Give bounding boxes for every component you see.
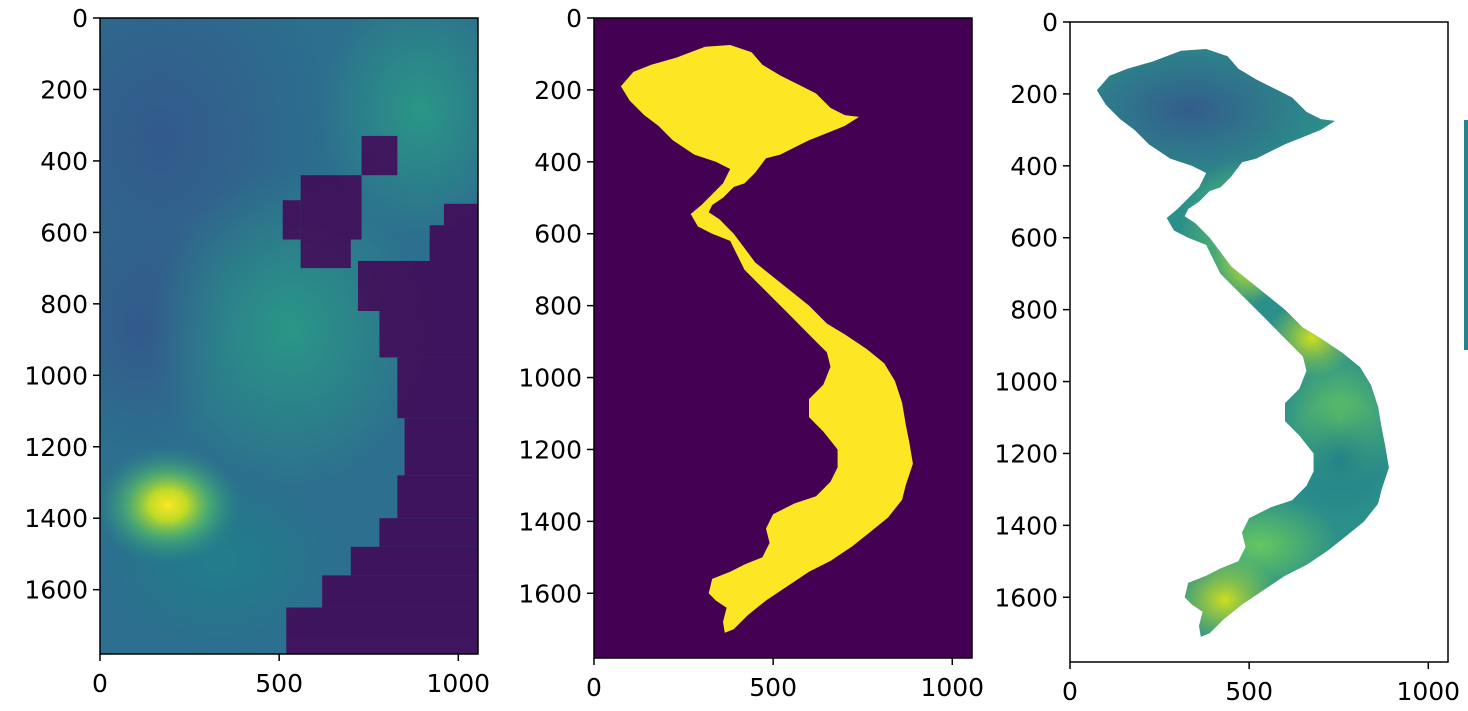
- x-tick-label: 1000: [920, 673, 984, 702]
- panel-3-masked-field: 0 500 1000 0 200 400 600 800 1000 1200 1400 1600: [994, 8, 1460, 706]
- y-tick-label: 200: [534, 76, 582, 105]
- y-tick-label: 800: [40, 290, 88, 319]
- y-tick-label: 800: [1010, 296, 1058, 325]
- y-tick-label: 0: [72, 4, 88, 33]
- masked-cell: [322, 575, 478, 608]
- x-tick-label: 0: [92, 669, 108, 698]
- panel-3-frame: [1069, 21, 1449, 663]
- masked-cell: [300, 239, 351, 269]
- y-tick-label: 1000: [518, 364, 582, 393]
- x-tick-label: 0: [1062, 677, 1078, 706]
- x-tick-label: 500: [1225, 677, 1273, 706]
- panel-2-frame: [593, 17, 973, 659]
- y-tick-label: 200: [1010, 80, 1058, 109]
- masked-cell: [404, 418, 478, 476]
- country-mask-shape: [620, 45, 913, 633]
- y-tick-label: 1200: [518, 435, 582, 464]
- y-tick-label: 600: [40, 218, 88, 247]
- panel-1-heatmap: 0 500 1000 0 200 400 600 800 1000 1200 1400 1600: [24, 4, 490, 698]
- x-tick-label: 500: [749, 673, 797, 702]
- field-region-highland: [1285, 400, 1389, 520]
- masked-cell: [361, 135, 398, 176]
- x-tick-label: 1000: [1396, 677, 1460, 706]
- y-tick-label: 1600: [994, 583, 1058, 612]
- masked-cell: [300, 175, 362, 240]
- adjacent-colorbar-fragment: [1464, 120, 1468, 350]
- y-tick-label: 200: [40, 75, 88, 104]
- y-tick-label: 400: [534, 148, 582, 177]
- y-tick-label: 1400: [24, 504, 88, 533]
- panel-2-mask: 0 500 1000 200 400 600 800 1000 1200 1400 1600 0: [518, 4, 984, 702]
- y-tick-label: 1600: [518, 579, 582, 608]
- masked-cell: [286, 607, 478, 654]
- masked-cell: [443, 203, 478, 233]
- y-tick-label: 1000: [24, 361, 88, 390]
- y-tick-label: 0: [566, 4, 582, 33]
- y-tick-label: 1400: [518, 507, 582, 536]
- masked-cell: [397, 357, 478, 419]
- masked-cell: [379, 310, 478, 358]
- y-tick-label: 400: [1010, 152, 1058, 181]
- y-tick-label: 1400: [994, 511, 1058, 540]
- x-tick-label: 1000: [426, 669, 490, 698]
- y-tick-label: 600: [534, 220, 582, 249]
- y-tick-label: 1200: [994, 439, 1058, 468]
- x-tick-label: 0: [586, 673, 602, 702]
- y-tick-label: 600: [1010, 224, 1058, 253]
- masked-cell: [357, 260, 478, 311]
- y-tick-label: 1200: [24, 433, 88, 462]
- y-tick-label: 400: [40, 147, 88, 176]
- panel-1-frame: [99, 17, 479, 655]
- y-tick-label: 1600: [24, 576, 88, 605]
- heatmap-region-center: [150, 170, 430, 490]
- x-tick-label: 500: [255, 669, 303, 698]
- y-tick-label: 1000: [994, 368, 1058, 397]
- masked-cell: [379, 518, 478, 547]
- masked-cell: [282, 200, 301, 240]
- heatmap-hotspot: [100, 445, 243, 565]
- y-tick-label: 0: [1042, 8, 1058, 37]
- masked-cell: [397, 475, 478, 519]
- heatmap-masked-blocks: [282, 135, 478, 654]
- y-tick-label: 800: [534, 292, 582, 321]
- masked-cell: [350, 546, 478, 576]
